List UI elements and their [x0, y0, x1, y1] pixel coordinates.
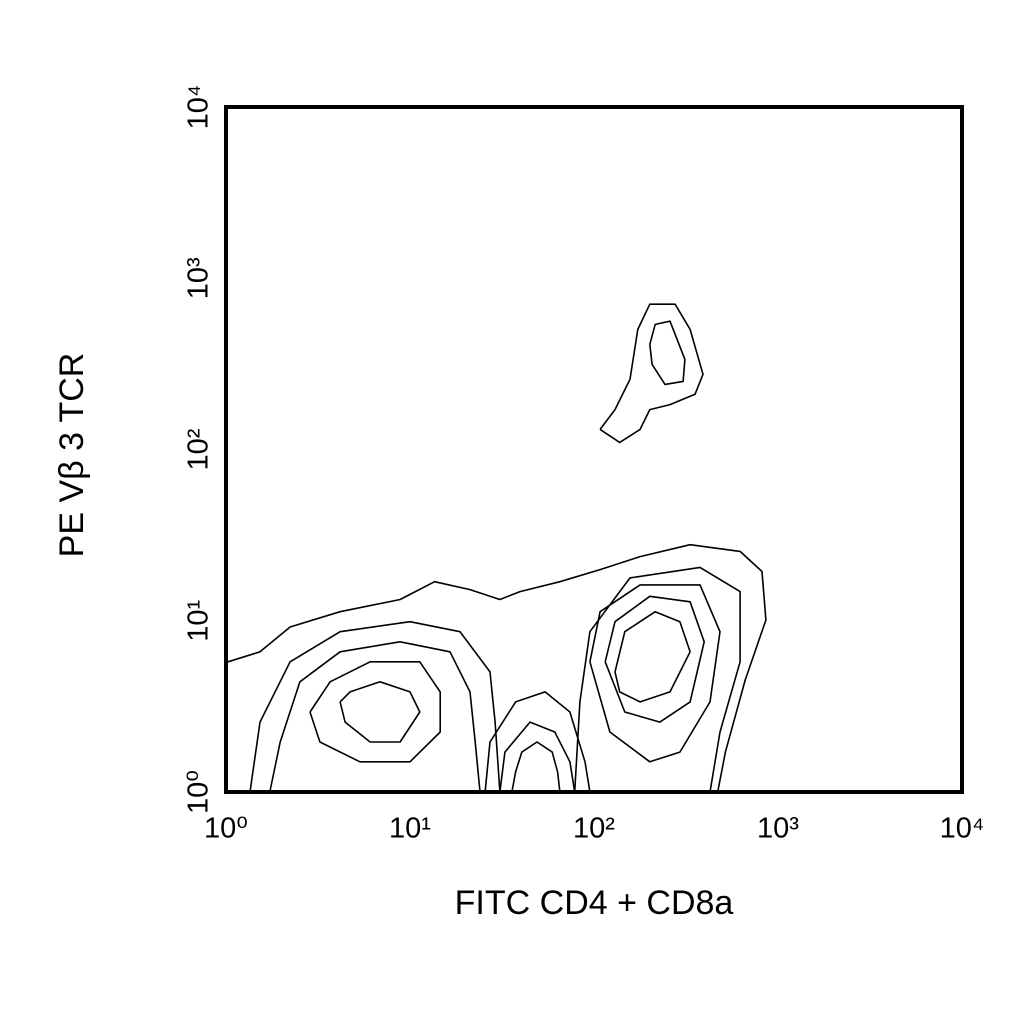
x-tick-label: 10⁴: [940, 813, 985, 845]
contour-line: [484, 691, 591, 793]
y-tick-label: 10³: [183, 257, 215, 299]
y-axis-label: PE Vβ 3 TCR: [53, 353, 91, 558]
x-axis-label: FITC CD4 + CD8a: [455, 884, 734, 922]
contour-line: [269, 641, 481, 793]
y-tick-label: 10⁴: [183, 85, 215, 130]
contour-line: [249, 620, 501, 793]
x-tick-label: 10⁰: [204, 813, 248, 845]
contour-line: [589, 584, 721, 763]
y-tick-label: 10⁰: [183, 770, 215, 814]
x-tick-label: 10²: [573, 813, 615, 845]
contour-line: [604, 595, 705, 723]
contours: [227, 303, 767, 793]
contour-line: [309, 661, 441, 763]
contour-line: [227, 543, 767, 793]
contour-line: [573, 566, 741, 793]
contour-line: [614, 610, 691, 703]
x-tick-label: 10¹: [389, 813, 431, 845]
contour-line: [599, 303, 704, 444]
y-tick-label: 10¹: [183, 599, 215, 641]
contour-line: [499, 721, 576, 793]
contour-line: [649, 320, 686, 386]
contour-line: [339, 681, 421, 743]
plot-frame: [224, 105, 964, 794]
contour-line: [511, 741, 561, 793]
x-tick-label: 10³: [757, 813, 799, 845]
y-tick-label: 10²: [183, 428, 215, 470]
